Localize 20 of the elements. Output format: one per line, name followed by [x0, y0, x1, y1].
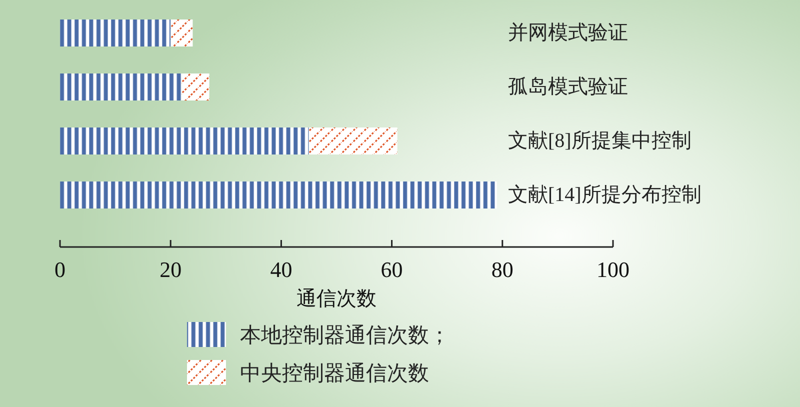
bar [60, 128, 309, 154]
x-tick-label: 0 [54, 257, 66, 282]
x-tick-label: 20 [160, 257, 182, 282]
x-tick-label: 60 [380, 257, 403, 282]
bar [182, 74, 210, 100]
y-tick-label: 文献[8]所提集中控制 [508, 130, 692, 152]
legend-label: 中央控制器通信次数 [240, 361, 429, 385]
y-tick-label: 文献[14]所提分布控制 [508, 184, 702, 206]
bar [60, 20, 171, 46]
bar [308, 128, 398, 154]
bar [60, 182, 497, 208]
y-tick-label: 孤岛模式验证 [508, 76, 628, 98]
x-tick-label: 100 [596, 257, 630, 282]
y-tick-label: 并网模式验证 [508, 22, 628, 44]
x-tick-label: 40 [270, 257, 292, 282]
x-tick-label: 80 [491, 257, 514, 282]
bar [60, 74, 182, 100]
bar [170, 20, 193, 46]
x-axis-title: 通信次数 [296, 288, 376, 310]
legend-label: 本地控制器通信次数； [240, 323, 450, 347]
